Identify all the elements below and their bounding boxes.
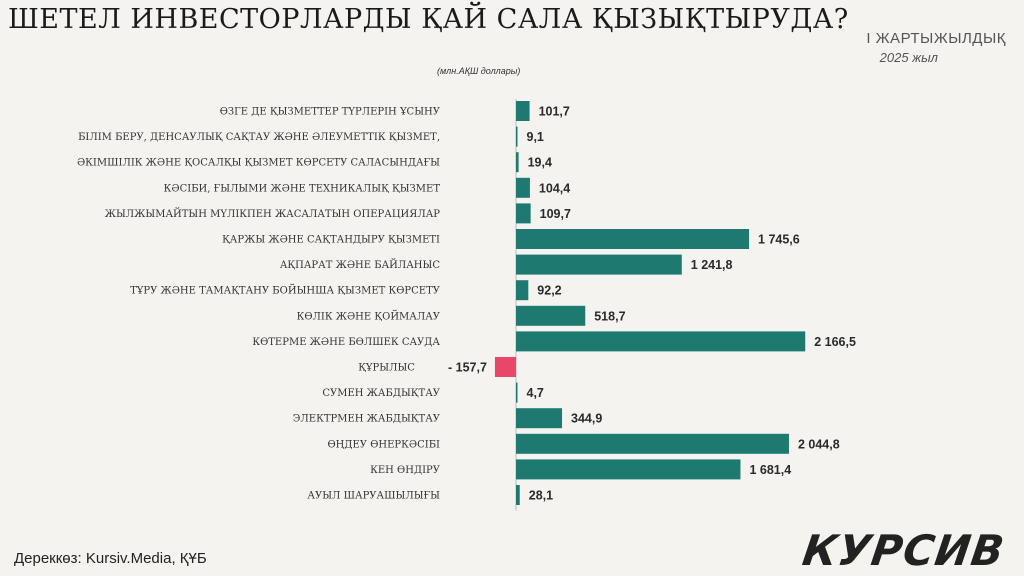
value-label: 344,9 xyxy=(571,412,602,426)
bar xyxy=(516,126,518,147)
value-label: 1 681,4 xyxy=(749,463,791,477)
value-label: 2 166,5 xyxy=(814,335,856,349)
category-label: ӨЗГЕ ДЕ ҚЫЗМЕТТЕР ТҮРЛЕРІН ҰСЫНУ xyxy=(220,107,441,118)
category-label: БІЛІМ БЕРУ, ДЕНСАУЛЫҚ САҚТАУ ЖӘНЕ ӘЛЕУМЕ… xyxy=(78,132,440,143)
category-label: КЕН ӨНДІРУ xyxy=(370,465,441,476)
bar xyxy=(516,331,806,352)
bar xyxy=(494,357,516,377)
value-label: 2 044,8 xyxy=(798,437,840,451)
value-label: 1 241,8 xyxy=(691,258,733,272)
source-label: Дереккөз: Kursiv.Media, ҚҰБ xyxy=(14,550,207,567)
chart-title: ШЕТЕЛ ИНВЕСТОРЛАРДЫ ҚАЙ САЛА ҚЫЗЫҚТЫРУДА… xyxy=(8,4,849,35)
value-label: 109,7 xyxy=(540,207,571,221)
bar xyxy=(516,305,586,326)
bar xyxy=(516,433,789,454)
category-label: КӨЛІК ЖӘНЕ ҚОЙМАЛАУ xyxy=(297,310,441,322)
value-label: 518,7 xyxy=(594,309,625,323)
bar xyxy=(516,485,520,505)
bar xyxy=(516,101,530,121)
bar xyxy=(516,229,750,249)
category-label: ҚАРЖЫ ЖӘНЕ САҚТАНДЫРУ ҚЫЗМЕТІ xyxy=(222,235,440,246)
value-label: 92,2 xyxy=(537,284,561,298)
bar xyxy=(516,408,563,429)
value-label: 19,4 xyxy=(528,156,552,170)
category-label: АҚПАРАТ ЖӘНЕ БАЙЛАНЫС xyxy=(280,259,441,271)
bar xyxy=(516,203,531,224)
value-label: 9,1 xyxy=(527,130,544,144)
period-label: І ЖАРТЫЖЫЛДЫҚ xyxy=(866,30,1006,47)
year-label: 2025 жыл xyxy=(879,50,938,65)
bar xyxy=(516,152,519,173)
value-label: 101,7 xyxy=(539,105,570,119)
category-label: АУЫЛ ШАРУАШЫЛЫҒЫ xyxy=(307,491,440,502)
value-label: 4,7 xyxy=(527,386,544,400)
category-label: ЖЫЛЖЫМАЙТЫН МҮЛІКПЕН ЖАСАЛАТЫН ОПЕРАЦИЯЛ… xyxy=(105,208,441,220)
bar xyxy=(516,459,741,480)
bar xyxy=(516,382,518,403)
value-label: - 157,7 xyxy=(448,361,487,375)
category-label: КӨТЕРМЕ ЖӘНЕ БӨЛШЕК САУДА xyxy=(252,337,440,348)
category-label: ӨҢДЕУ ӨНЕРКӘСІБІ xyxy=(327,439,440,450)
category-label: СУМЕН ЖАБДЫҚТАУ xyxy=(322,388,440,399)
bar xyxy=(516,254,682,275)
category-label: ҚҰРЫЛЫС xyxy=(358,363,415,374)
category-label: КӘСІБИ, ҒЫЛЫМИ ЖӘНЕ ТЕХНИКАЛЫҚ ҚЫЗМЕТ xyxy=(164,183,441,194)
bar xyxy=(516,177,530,198)
value-label: 28,1 xyxy=(529,489,553,503)
value-label: 1 745,6 xyxy=(758,233,800,247)
kursiv-logo: КУРСИВ xyxy=(799,526,1008,575)
category-label: ТҰРУ ЖӘНЕ ТАМАҚТАНУ БОЙЫНША ҚЫЗМЕТ КӨРСЕ… xyxy=(130,285,441,297)
value-label: 104,4 xyxy=(539,181,570,195)
category-label: ЭЛЕКТРМЕН ЖАБДЫҚТАУ xyxy=(293,414,441,425)
category-label: ӘКІМШІЛІК ЖӘНЕ ҚОСАЛҚЫ ҚЫЗМЕТ КӨРСЕТУ СА… xyxy=(77,158,440,169)
bar xyxy=(516,280,529,301)
unit-label: (млн.АҚШ доллары) xyxy=(437,66,521,76)
